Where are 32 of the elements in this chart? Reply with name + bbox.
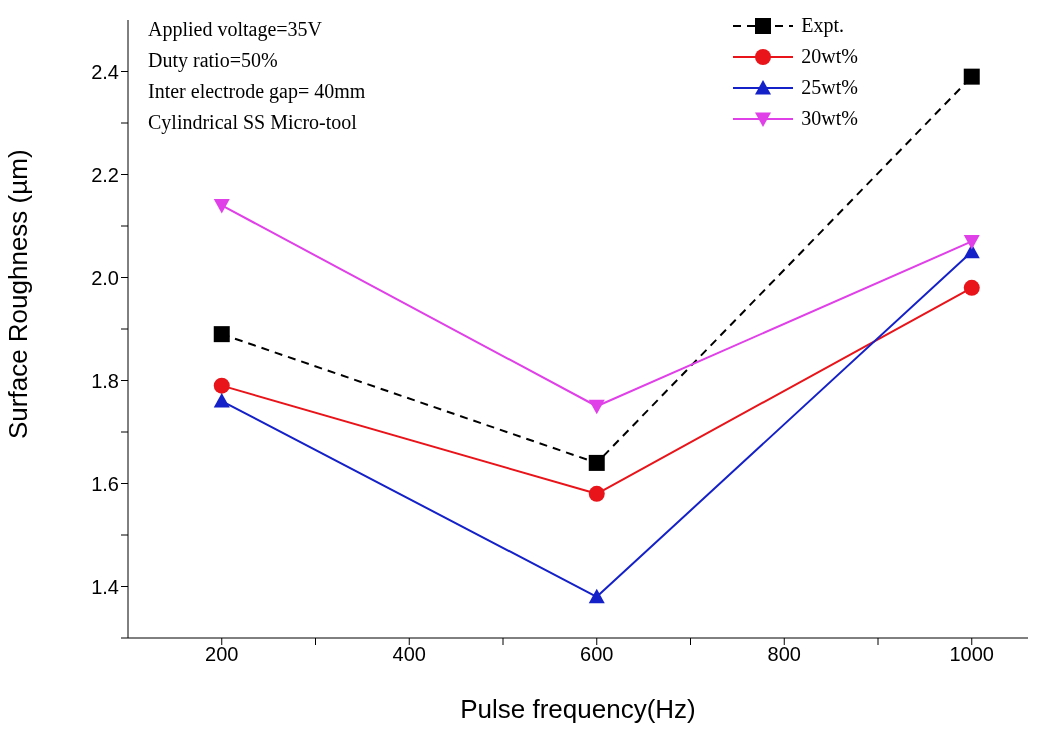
annotation: Inter electrode gap= 40mm (148, 79, 366, 105)
point (588, 399, 605, 415)
annotation: Cylindrical SS Micro-tool (148, 110, 358, 136)
legend-label: 25wt% (801, 76, 858, 99)
y-tick-label: 2.2 (91, 163, 119, 186)
legend-label: 30wt% (801, 107, 858, 130)
x-tick-label: 200 (205, 643, 239, 666)
y-tick-label: 2.4 (91, 60, 119, 83)
point (588, 588, 605, 604)
y-tick-label: 1.6 (91, 472, 119, 495)
y-tick-label: 2.0 (91, 266, 119, 289)
point (588, 454, 605, 471)
point (963, 68, 980, 85)
legend-label: Expt. (801, 14, 845, 37)
point (963, 235, 980, 250)
x-tick-label: 1000 (949, 643, 994, 666)
x-tick-label: 400 (392, 643, 426, 666)
annotation: Applied voltage=35V (148, 17, 324, 43)
legend-label: 20wt% (801, 45, 858, 68)
point (213, 199, 230, 214)
y-axis-title: Surface Roughness (µm) (3, 149, 34, 439)
y-tick-label: 1.4 (91, 575, 119, 598)
point (963, 279, 980, 296)
point (213, 393, 230, 408)
point (213, 326, 230, 343)
x-axis-title: Pulse frequency(Hz) (460, 694, 696, 724)
y-tick-label: 1.8 (91, 369, 119, 392)
point (588, 485, 605, 502)
annotation: Duty ratio=50% (148, 48, 279, 74)
x-tick-label: 800 (767, 643, 801, 666)
point (213, 377, 230, 394)
x-tick-label: 600 (580, 643, 614, 666)
